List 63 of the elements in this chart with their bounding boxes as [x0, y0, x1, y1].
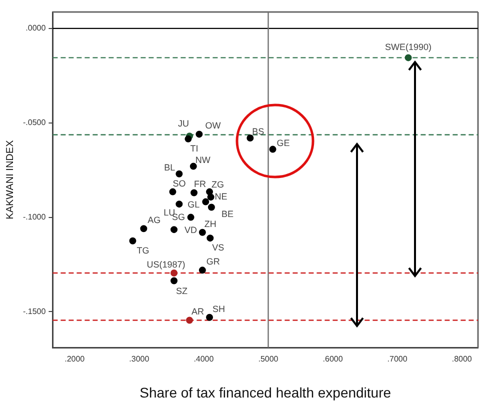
y-axis-title: KAKWANI INDEX [4, 140, 16, 220]
point [246, 134, 254, 142]
annotation: GL [188, 199, 200, 210]
y-tick-label: .0000 [26, 24, 46, 33]
annotation: BS [252, 126, 264, 136]
annotation: SH [212, 304, 226, 314]
point [170, 226, 178, 234]
point [404, 54, 412, 62]
annotation: ZH [204, 218, 216, 229]
annotation: SG [172, 212, 186, 222]
point [176, 200, 183, 208]
annotation: GR [206, 256, 220, 267]
point [176, 170, 183, 178]
annotation: ZG [212, 179, 224, 190]
annotation: BL [164, 162, 176, 172]
point [206, 234, 214, 242]
annotation: GE [276, 138, 290, 148]
x-axis-title: Share of tax financed health expenditure [140, 384, 392, 400]
annotation: JU [178, 118, 190, 129]
point [170, 277, 178, 284]
x-tick-label: .7000 [387, 354, 408, 364]
y-tick-label: -.1000 [22, 212, 46, 222]
point [184, 135, 192, 142]
point [190, 189, 198, 196]
x-tick-label: .5000 [258, 354, 279, 364]
y-tick-label: -.0500 [22, 118, 46, 128]
annotation: SWE(1990) [385, 42, 432, 52]
annotation: AG [148, 215, 161, 226]
annotation: VS [212, 242, 224, 253]
point [186, 316, 194, 324]
point [207, 194, 214, 201]
annotation: FR [194, 179, 207, 190]
annotation: US(1987) [146, 259, 186, 270]
x-tick-label: .4000 [194, 354, 214, 364]
point [208, 204, 215, 211]
point [206, 314, 214, 321]
annotation: NW [195, 154, 211, 165]
x-tick-label: .8000 [452, 354, 472, 364]
point [198, 266, 206, 274]
point [269, 146, 276, 153]
y-tick-label: -.1500 [22, 306, 46, 316]
annotation: OW [205, 120, 222, 131]
x-tick-label: .6000 [322, 354, 344, 364]
x-tick-label: .2000 [64, 354, 86, 364]
annotation: SO [172, 178, 186, 188]
annotation: AR [192, 306, 205, 317]
point [169, 188, 176, 196]
annotation: TI [190, 143, 198, 154]
point [196, 130, 203, 138]
annotation: BE [221, 208, 234, 219]
point [129, 237, 136, 244]
x-tick-label: .3000 [129, 354, 150, 364]
point [170, 270, 178, 276]
point [190, 162, 197, 170]
annotation: TG [136, 245, 150, 256]
annotation: VD [184, 224, 198, 235]
point [140, 225, 148, 232]
annotation: NE [214, 192, 228, 202]
point [206, 188, 214, 196]
point [198, 228, 206, 236]
annotation: SZ [176, 286, 188, 296]
point [187, 214, 194, 221]
point [202, 198, 210, 206]
